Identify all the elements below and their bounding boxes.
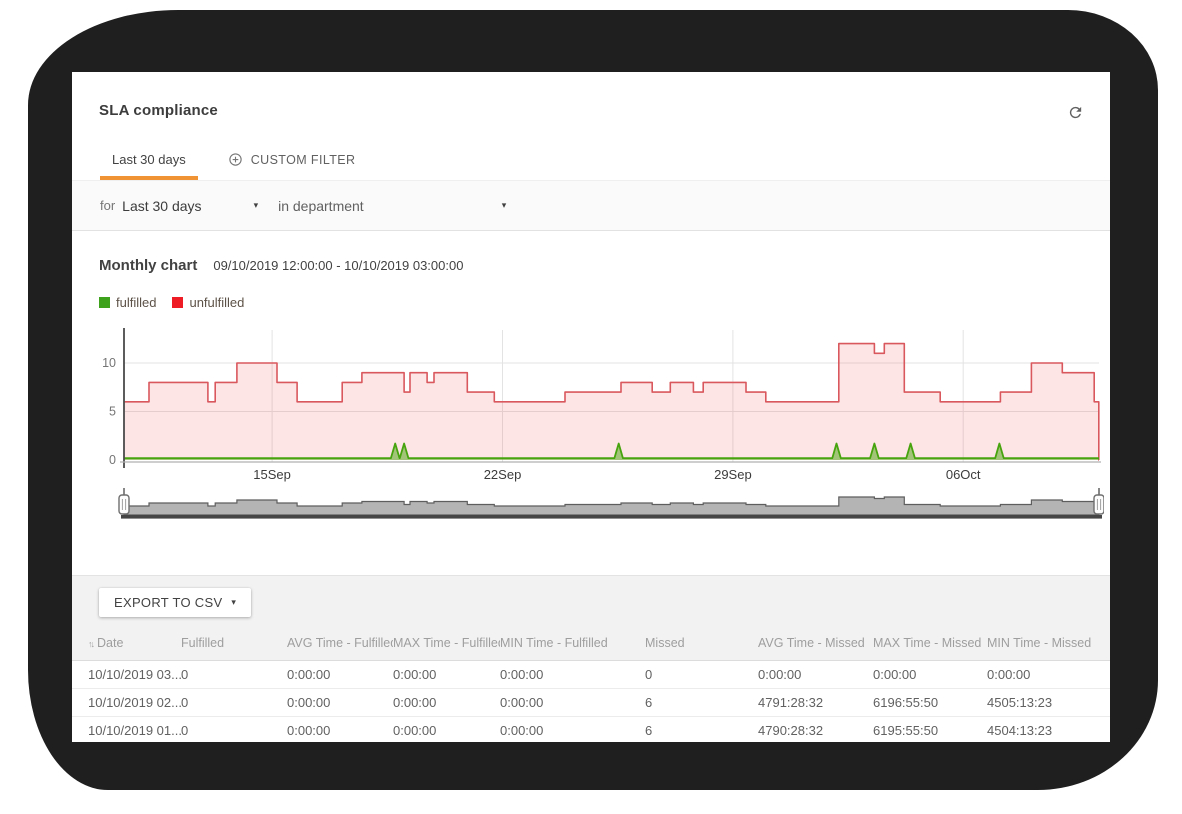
table-cell: 0:00:00 xyxy=(758,667,802,682)
table-cell: 0:00:00 xyxy=(287,667,331,682)
period-select-prefix: for xyxy=(100,198,116,213)
chart-header: Monthly chart 09/10/2019 12:00:00 - 10/1… xyxy=(99,257,1110,274)
table-body: 10/10/2019 03... 0 0:00:00 0:00:00 0:00:00 0 0… xyxy=(72,661,1110,742)
column-header[interactable]: MIN Time - Fulfilled xyxy=(500,636,608,650)
table-cell: 0 xyxy=(181,723,189,738)
table-cell: 10/10/2019 02... xyxy=(88,695,181,710)
chevron-down-icon: ▾ xyxy=(253,200,259,210)
refresh-icon xyxy=(1067,106,1084,124)
filter-bar: for Last 30 days ▾ in department ▾ xyxy=(72,180,1110,231)
table-cell: 0:00:00 xyxy=(393,723,437,738)
tab-label: CUSTOM FILTER xyxy=(250,152,356,167)
legend-fulfilled-label: fulfilled xyxy=(116,295,157,310)
tab-custom-filter[interactable]: CUSTOM FILTER xyxy=(216,146,368,180)
table-header-row: ↑↓ Date Fulfilled AVG Time - Fulfilled MAX T… xyxy=(72,626,1110,661)
card-header: SLA compliance xyxy=(72,72,1110,126)
column-header[interactable]: Fulfilled xyxy=(181,636,225,650)
table-cell: 4791:28:32 xyxy=(758,695,824,710)
table-cell: 6195:55:50 xyxy=(873,723,939,738)
legend-unfulfilled-swatch xyxy=(172,297,184,308)
svg-text:15Sep: 15Sep xyxy=(253,467,291,482)
column-header[interactable]: MIN Time - Missed xyxy=(987,636,1092,650)
tab-label: Last 30 days xyxy=(112,152,186,167)
table-row[interactable]: 10/10/2019 01... 0 0:00:00 0:00:00 0:00:00 6 4… xyxy=(72,717,1110,742)
table-cell: 6 xyxy=(645,723,653,738)
svg-text:22Sep: 22Sep xyxy=(484,467,522,482)
column-header[interactable]: Missed xyxy=(645,636,685,650)
column-header[interactable]: AVG Time - Missed xyxy=(758,636,865,650)
table-cell: 4504:13:23 xyxy=(987,723,1053,738)
chevron-down-icon: ▾ xyxy=(501,200,507,210)
column-header[interactable]: AVG Time - Fulfilled xyxy=(287,636,393,650)
svg-text:10: 10 xyxy=(102,356,116,370)
table-cell: 0:00:00 xyxy=(987,667,1031,682)
table-section: EXPORT TO CSV ▾ ↑↓ Date Fulfilled AVG Time … xyxy=(72,575,1110,742)
table-cell: 0 xyxy=(181,667,189,682)
legend-fulfilled-swatch xyxy=(99,297,110,308)
department-select[interactable]: in department ▾ xyxy=(278,198,506,214)
table-cell: 0:00:00 xyxy=(500,695,544,710)
chevron-down-icon: ▾ xyxy=(231,597,237,607)
column-header[interactable]: MAX Time - Fulfilled xyxy=(393,636,500,650)
sla-compliance-card: SLA compliance Last 30 days xyxy=(72,72,1110,742)
table-cell: 0:00:00 xyxy=(873,667,917,682)
table-cell: 0:00:00 xyxy=(500,723,544,738)
brush-handle-right[interactable] xyxy=(1093,488,1104,515)
table-cell: 10/10/2019 03... xyxy=(88,667,181,682)
svg-text:06Oct: 06Oct xyxy=(946,467,981,482)
plus-circle-icon xyxy=(228,152,243,167)
period-select[interactable]: for Last 30 days ▾ xyxy=(100,198,258,214)
chart-date-range: 09/10/2019 12:00:00 - 10/10/2019 03:00:0… xyxy=(213,258,464,273)
table-cell: 4505:13:23 xyxy=(987,695,1053,710)
brush-handle-left[interactable] xyxy=(118,488,130,515)
period-select-value: Last 30 days xyxy=(122,197,202,214)
table-cell: 0:00:00 xyxy=(500,667,544,682)
tab-last-30-days[interactable]: Last 30 days xyxy=(100,146,198,180)
column-header[interactable]: MAX Time - Missed xyxy=(873,636,982,650)
sort-icon: ↑↓ xyxy=(88,639,95,649)
legend-item-fulfilled: fulfilled xyxy=(99,295,156,310)
table-cell: 10/10/2019 01... xyxy=(88,723,181,738)
tabs: Last 30 days CUSTOM FILTER xyxy=(72,146,1110,180)
refresh-button[interactable] xyxy=(1065,102,1086,126)
page-title: SLA compliance xyxy=(99,102,218,119)
table-row[interactable]: 10/10/2019 03... 0 0:00:00 0:00:00 0:00:00 0 0… xyxy=(72,661,1110,689)
chart-title: Monthly chart xyxy=(99,257,198,274)
table-cell: 6196:55:50 xyxy=(873,695,939,710)
svg-text:5: 5 xyxy=(109,405,116,419)
chart-legend: fulfilled unfulfilled xyxy=(99,295,1110,310)
legend-item-unfulfilled: unfulfilled xyxy=(172,295,244,310)
table-cell: 6 xyxy=(645,695,653,710)
department-select-value: in department xyxy=(278,197,364,214)
column-header[interactable]: ↑↓ Date xyxy=(88,636,124,650)
table-cell: 0 xyxy=(645,667,653,682)
table-cell: 0 xyxy=(181,695,189,710)
legend-unfulfilled-label: unfulfilled xyxy=(189,295,245,310)
table-cell: 0:00:00 xyxy=(393,667,437,682)
table-cell: 0:00:00 xyxy=(287,723,331,738)
chart-range-slider[interactable] xyxy=(94,486,1104,522)
export-csv-label: EXPORT TO CSV xyxy=(114,595,223,610)
export-csv-button[interactable]: EXPORT TO CSV ▾ xyxy=(99,588,252,617)
table-cell: 4790:28:32 xyxy=(758,723,824,738)
table-cell: 0:00:00 xyxy=(393,695,437,710)
svg-text:0: 0 xyxy=(109,453,116,467)
table-row[interactable]: 10/10/2019 02... 0 0:00:00 0:00:00 0:00:00 6 4… xyxy=(72,689,1110,717)
sla-area-chart: 0 5 10 15Sep 22Sep 29Sep 06Oct xyxy=(102,328,1101,482)
table-cell: 0:00:00 xyxy=(287,695,331,710)
svg-text:29Sep: 29Sep xyxy=(714,467,752,482)
